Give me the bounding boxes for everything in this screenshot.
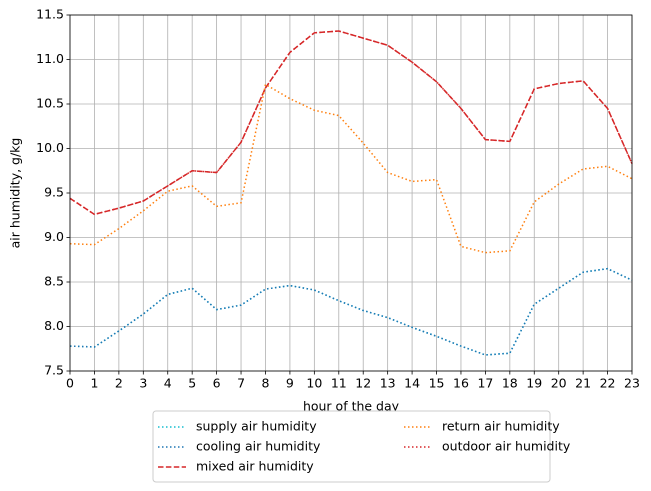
x-tick-label: 17 <box>477 376 493 391</box>
legend-label: outdoor air humidity <box>442 439 571 454</box>
x-tick-label: 8 <box>262 376 270 391</box>
x-tick-label: 0 <box>66 376 74 391</box>
data-line <box>69 30 633 216</box>
legend-label: return air humidity <box>442 419 560 434</box>
x-tick-label: 22 <box>600 376 616 391</box>
x-tick-label: 18 <box>502 376 518 391</box>
x-tick-label: 15 <box>429 376 445 391</box>
y-axis-label: air humidity, g/kg <box>8 138 23 249</box>
x-tick-label: 1 <box>90 376 98 391</box>
y-tick-label: 7.5 <box>44 363 64 378</box>
x-tick-label: 23 <box>624 376 640 391</box>
x-tick-label: 4 <box>164 376 172 391</box>
legend-label: mixed air humidity <box>196 459 314 474</box>
x-tick-label: 19 <box>526 376 542 391</box>
y-tick-label: 10.0 <box>36 140 64 155</box>
x-tick-label: 13 <box>380 376 396 391</box>
y-tick-label: 9.5 <box>44 185 64 200</box>
y-tick-label: 10.5 <box>36 96 64 111</box>
data-line <box>69 83 633 254</box>
x-tick-label: 9 <box>286 376 294 391</box>
x-tick-label: 14 <box>404 376 420 391</box>
legend-box <box>152 410 551 483</box>
legend-label: cooling air humidity <box>196 439 321 454</box>
y-tick-label: 8.0 <box>44 318 64 333</box>
x-tick-label: 20 <box>551 376 567 391</box>
x-tick-label: 5 <box>188 376 196 391</box>
x-tick-label: 6 <box>213 376 221 391</box>
x-tick-label: 10 <box>306 376 322 391</box>
data-line <box>69 267 633 356</box>
data-line <box>69 30 633 216</box>
x-tick-label: 11 <box>331 376 347 391</box>
x-tick-label: 16 <box>453 376 469 391</box>
y-tick-label: 11.0 <box>36 51 64 66</box>
y-tick-label: 9.0 <box>44 229 64 244</box>
y-tick-label: 8.5 <box>44 274 64 289</box>
legend-label: supply air humidity <box>196 419 317 434</box>
x-tick-label: 7 <box>237 376 245 391</box>
x-tick-label: 2 <box>115 376 123 391</box>
x-tick-label: 21 <box>575 376 591 391</box>
x-tick-label: 12 <box>355 376 371 391</box>
x-axis-label: hour of the day <box>303 399 400 414</box>
x-tick-label: 3 <box>139 376 147 391</box>
data-line <box>69 267 633 356</box>
plot-frame <box>69 14 633 372</box>
y-tick-label: 11.5 <box>36 7 64 22</box>
